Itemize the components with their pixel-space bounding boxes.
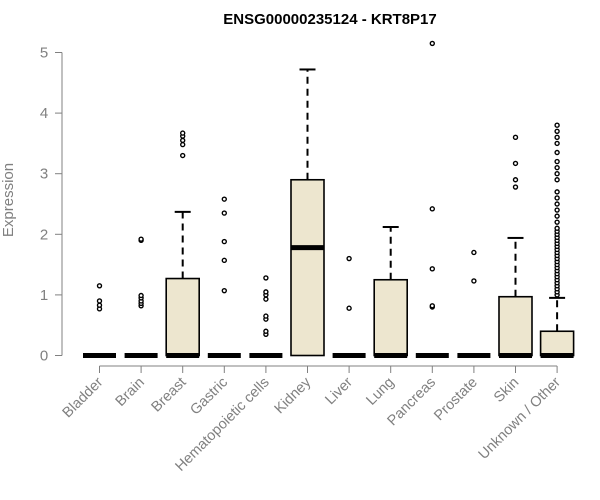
outlier-point [554,158,560,165]
outlier-point [554,128,560,134]
outlier-point [471,278,477,284]
x-tick-label: Kidney [272,374,315,417]
x-tick-label: Breast [149,375,190,416]
axes: 0 1 2 3 4 5 [40,45,558,373]
box-group [373,226,409,358]
outlier-point [512,134,519,141]
outlier-point [221,210,228,216]
outlier-point [554,140,560,147]
outlier-point [554,195,560,201]
median-line [540,353,574,358]
box-rect [373,278,409,357]
outlier-point [96,298,103,304]
outlier-point [429,303,435,309]
outlier-point [554,201,560,207]
median-line [207,353,241,358]
chart-title: ENSG00000235124 - KRT8P17 [223,11,436,28]
outlier-point [554,189,560,195]
outlier-point [554,213,560,219]
box-rect [539,330,575,357]
outlier-point [263,275,269,281]
x-tick-label: Bladder [60,374,107,421]
box-rect [165,277,200,357]
box-group [498,134,533,358]
box-group [83,283,116,358]
outlier-point [263,296,269,302]
outlier-point [512,184,519,190]
box-group [207,196,241,358]
x-tick-label: Brain [113,375,148,410]
box-rect [290,178,325,357]
outlier-point [179,152,186,159]
outlier-point [179,137,186,144]
outlier-point [554,177,560,183]
box-group [457,249,491,358]
outlier-point [138,292,144,299]
y-axis-label: Expression [0,163,17,237]
outlier-point [179,130,186,136]
box-group [124,236,158,358]
outlier-point [554,219,560,225]
box-group [165,130,200,358]
y-tick-label: 2 [40,226,48,243]
outlier-point [346,255,352,262]
outlier-point [138,236,144,242]
median-line [332,353,366,358]
outlier-point [221,238,228,245]
x-tick-label: Prostate [431,375,480,424]
outlier-point [512,160,519,167]
box-group [332,255,366,358]
outlier-point [554,170,560,177]
median-line [499,353,532,358]
outlier-point [554,122,560,128]
median-line [291,245,324,251]
median-line [457,353,491,358]
median-line [249,353,283,358]
outlier-point [263,313,269,319]
outlier-point [554,149,560,156]
outlier-point [179,141,186,148]
median-line [374,353,408,358]
outlier-point [554,207,560,213]
outlier-point [263,328,269,334]
x-tick-label: Liver [322,374,356,408]
outlier-point [512,177,519,183]
box-rect [498,295,533,357]
x-tick-label: Skin [491,375,522,406]
box-group [415,40,449,358]
outlier-point [429,206,435,212]
y-tick-label: 0 [40,348,48,365]
x-tick-label: Lung [363,375,397,409]
outlier-point [221,257,228,264]
median-line [124,353,158,358]
outlier-point [429,266,435,272]
outlier-point [429,40,435,47]
y-tick-label: 3 [40,166,48,183]
median-line [415,353,449,358]
median-line [83,353,116,358]
median-line [166,353,200,358]
y-tick-label: 4 [40,105,48,122]
outlier-point [221,196,228,202]
outlier-point [554,134,560,141]
outlier-point [554,164,560,171]
outlier-point [346,305,352,311]
outlier-point [221,287,228,294]
outlier-point [96,302,103,308]
outlier-point [471,249,477,256]
box-group [539,122,575,358]
outlier-point [96,283,103,289]
box-group [290,68,325,357]
y-tick-label: 5 [40,45,48,62]
boxes [83,40,575,358]
outlier-point [554,225,560,231]
outlier-point [263,289,269,295]
y-tick-label: 1 [40,287,48,304]
box-group [249,275,283,358]
